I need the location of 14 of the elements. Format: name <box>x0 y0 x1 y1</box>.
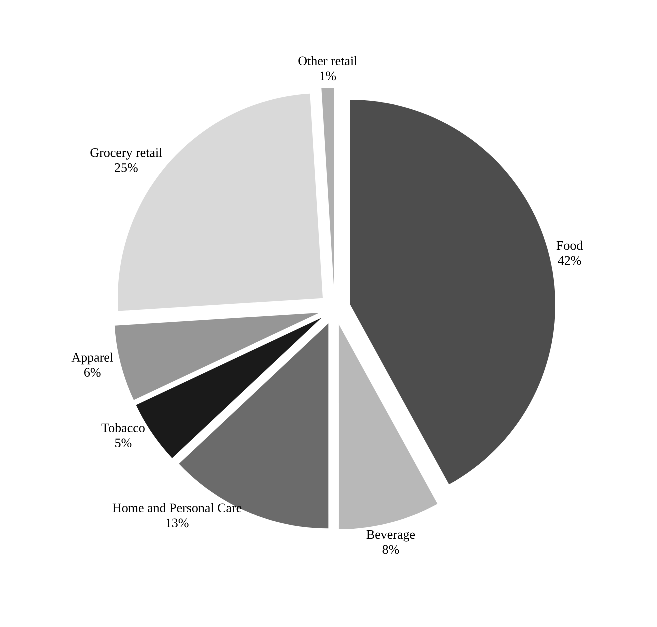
data-label: 42% <box>558 256 582 266</box>
slice-label: Food <box>556 240 584 250</box>
data-label: 6% <box>84 368 101 378</box>
slice-label: Apparel <box>72 352 114 365</box>
slice-label: Home and Personal Care <box>112 503 242 513</box>
data-label: 1% <box>320 72 336 81</box>
data-label: 13% <box>166 518 189 528</box>
slice-label: Grocery retail <box>90 148 162 160</box>
data-label: 25% <box>115 163 138 172</box>
data-label: 5% <box>116 438 132 448</box>
slice-label: Tobacco <box>102 423 145 433</box>
slice-label: Beverage <box>366 530 416 542</box>
data-label: 8% <box>382 545 400 554</box>
slice-label: Other retail <box>298 56 358 66</box>
